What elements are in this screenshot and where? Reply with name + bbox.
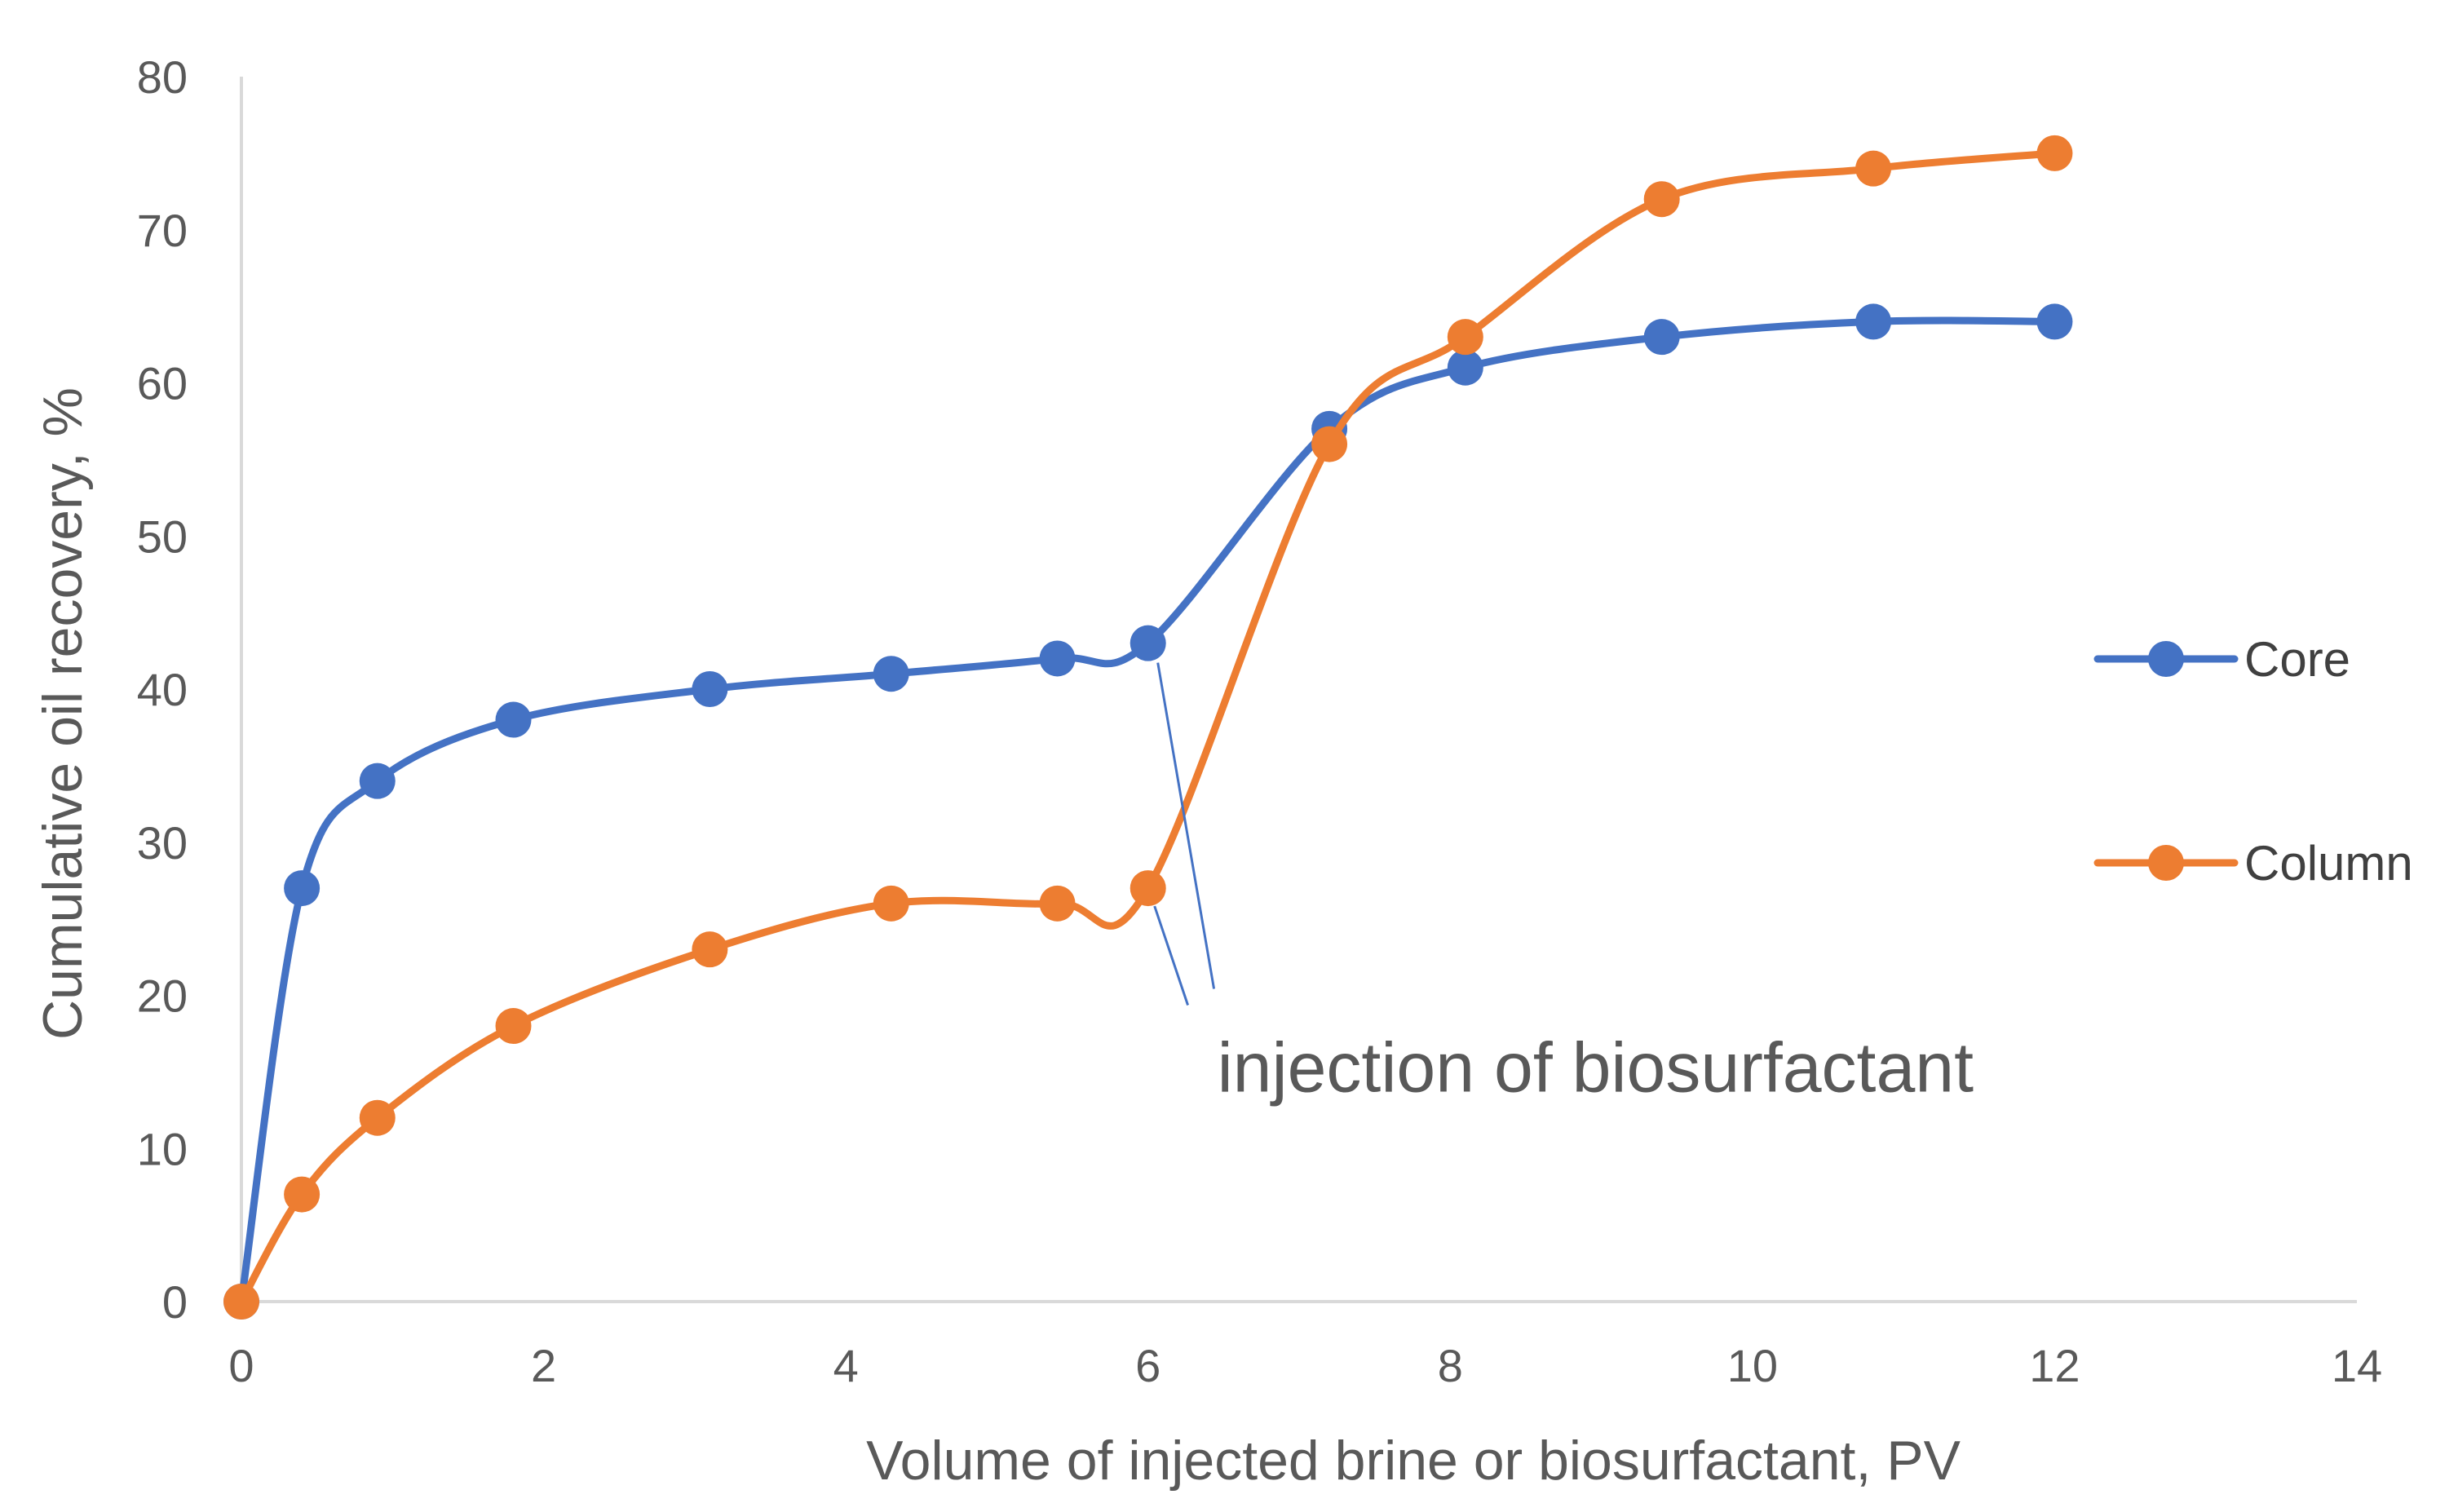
data-point-column bbox=[1447, 319, 1483, 356]
x-tick-label: 0 bbox=[228, 1340, 254, 1391]
data-point-column bbox=[2036, 135, 2073, 171]
axes: 0 2 4 6 8 10 12 14 0 10 20 30 40 50 60 70 80 bbox=[137, 51, 2382, 1391]
data-point-core bbox=[1643, 319, 1680, 356]
y-axis-title: Cumulative oil recovery, % bbox=[32, 387, 94, 1040]
x-tick-label: 12 bbox=[2029, 1340, 2080, 1391]
data-point-column bbox=[1130, 870, 1166, 907]
data-point-core bbox=[1447, 349, 1483, 386]
legend-swatch-marker bbox=[2148, 641, 2184, 677]
data-point-column bbox=[495, 1008, 532, 1045]
y-tick-label: 20 bbox=[137, 970, 188, 1022]
y-tick-label: 0 bbox=[162, 1276, 188, 1328]
data-point-core bbox=[359, 763, 396, 799]
data-point-core bbox=[692, 671, 728, 707]
legend-label: Core bbox=[2244, 632, 2350, 687]
data-point-column bbox=[223, 1284, 259, 1320]
data-point-core bbox=[873, 656, 909, 692]
data-point-core bbox=[284, 870, 321, 907]
series-line-core bbox=[237, 316, 2058, 1306]
y-tick-label: 10 bbox=[137, 1123, 188, 1174]
legend: Core Column bbox=[2093, 632, 2413, 891]
y-tick-label: 80 bbox=[137, 51, 188, 103]
x-tick-label: 6 bbox=[1135, 1340, 1160, 1391]
annotation-label: injection of biosurfactant bbox=[1218, 1029, 1974, 1107]
y-tick-label: 30 bbox=[137, 817, 188, 869]
y-tick-label: 60 bbox=[137, 358, 188, 409]
legend-item-core: Core bbox=[2093, 632, 2350, 687]
annotation-leader-core bbox=[1156, 662, 1216, 989]
legend-item-column: Column bbox=[2093, 836, 2413, 891]
data-point-core bbox=[1130, 625, 1166, 661]
annotation: injection of biosurfactant bbox=[1153, 662, 1974, 1107]
data-point-core bbox=[495, 701, 532, 738]
annotation-leader-column bbox=[1153, 905, 1189, 1006]
x-tick-label: 2 bbox=[531, 1340, 556, 1391]
x-tick-label: 14 bbox=[2332, 1340, 2382, 1391]
series bbox=[223, 135, 2073, 1320]
data-point-core bbox=[2036, 303, 2073, 340]
data-point-column bbox=[692, 931, 728, 968]
data-point-column bbox=[284, 1176, 321, 1213]
data-point-column bbox=[873, 885, 909, 922]
data-point-column bbox=[1039, 885, 1076, 922]
data-point-column bbox=[359, 1099, 396, 1136]
series-core bbox=[223, 303, 2073, 1320]
legend-swatch-marker bbox=[2148, 845, 2184, 881]
y-tick-label: 70 bbox=[137, 205, 188, 256]
y-tick-label: 40 bbox=[137, 664, 188, 715]
data-point-core bbox=[1855, 303, 1892, 340]
data-point-core bbox=[1039, 640, 1076, 677]
legend-label: Column bbox=[2244, 836, 2413, 891]
data-point-column bbox=[1855, 150, 1892, 187]
x-tick-label: 8 bbox=[1438, 1340, 1463, 1391]
series-column bbox=[223, 135, 2073, 1320]
y-tick-label: 50 bbox=[137, 511, 188, 562]
x-tick-label: 10 bbox=[1727, 1340, 1778, 1391]
data-point-column bbox=[1643, 181, 1680, 218]
x-tick-label: 4 bbox=[833, 1340, 859, 1391]
data-point-column bbox=[1311, 426, 1348, 462]
x-axis-title: Volume of injected brine or biosurfactan… bbox=[866, 1430, 1961, 1492]
